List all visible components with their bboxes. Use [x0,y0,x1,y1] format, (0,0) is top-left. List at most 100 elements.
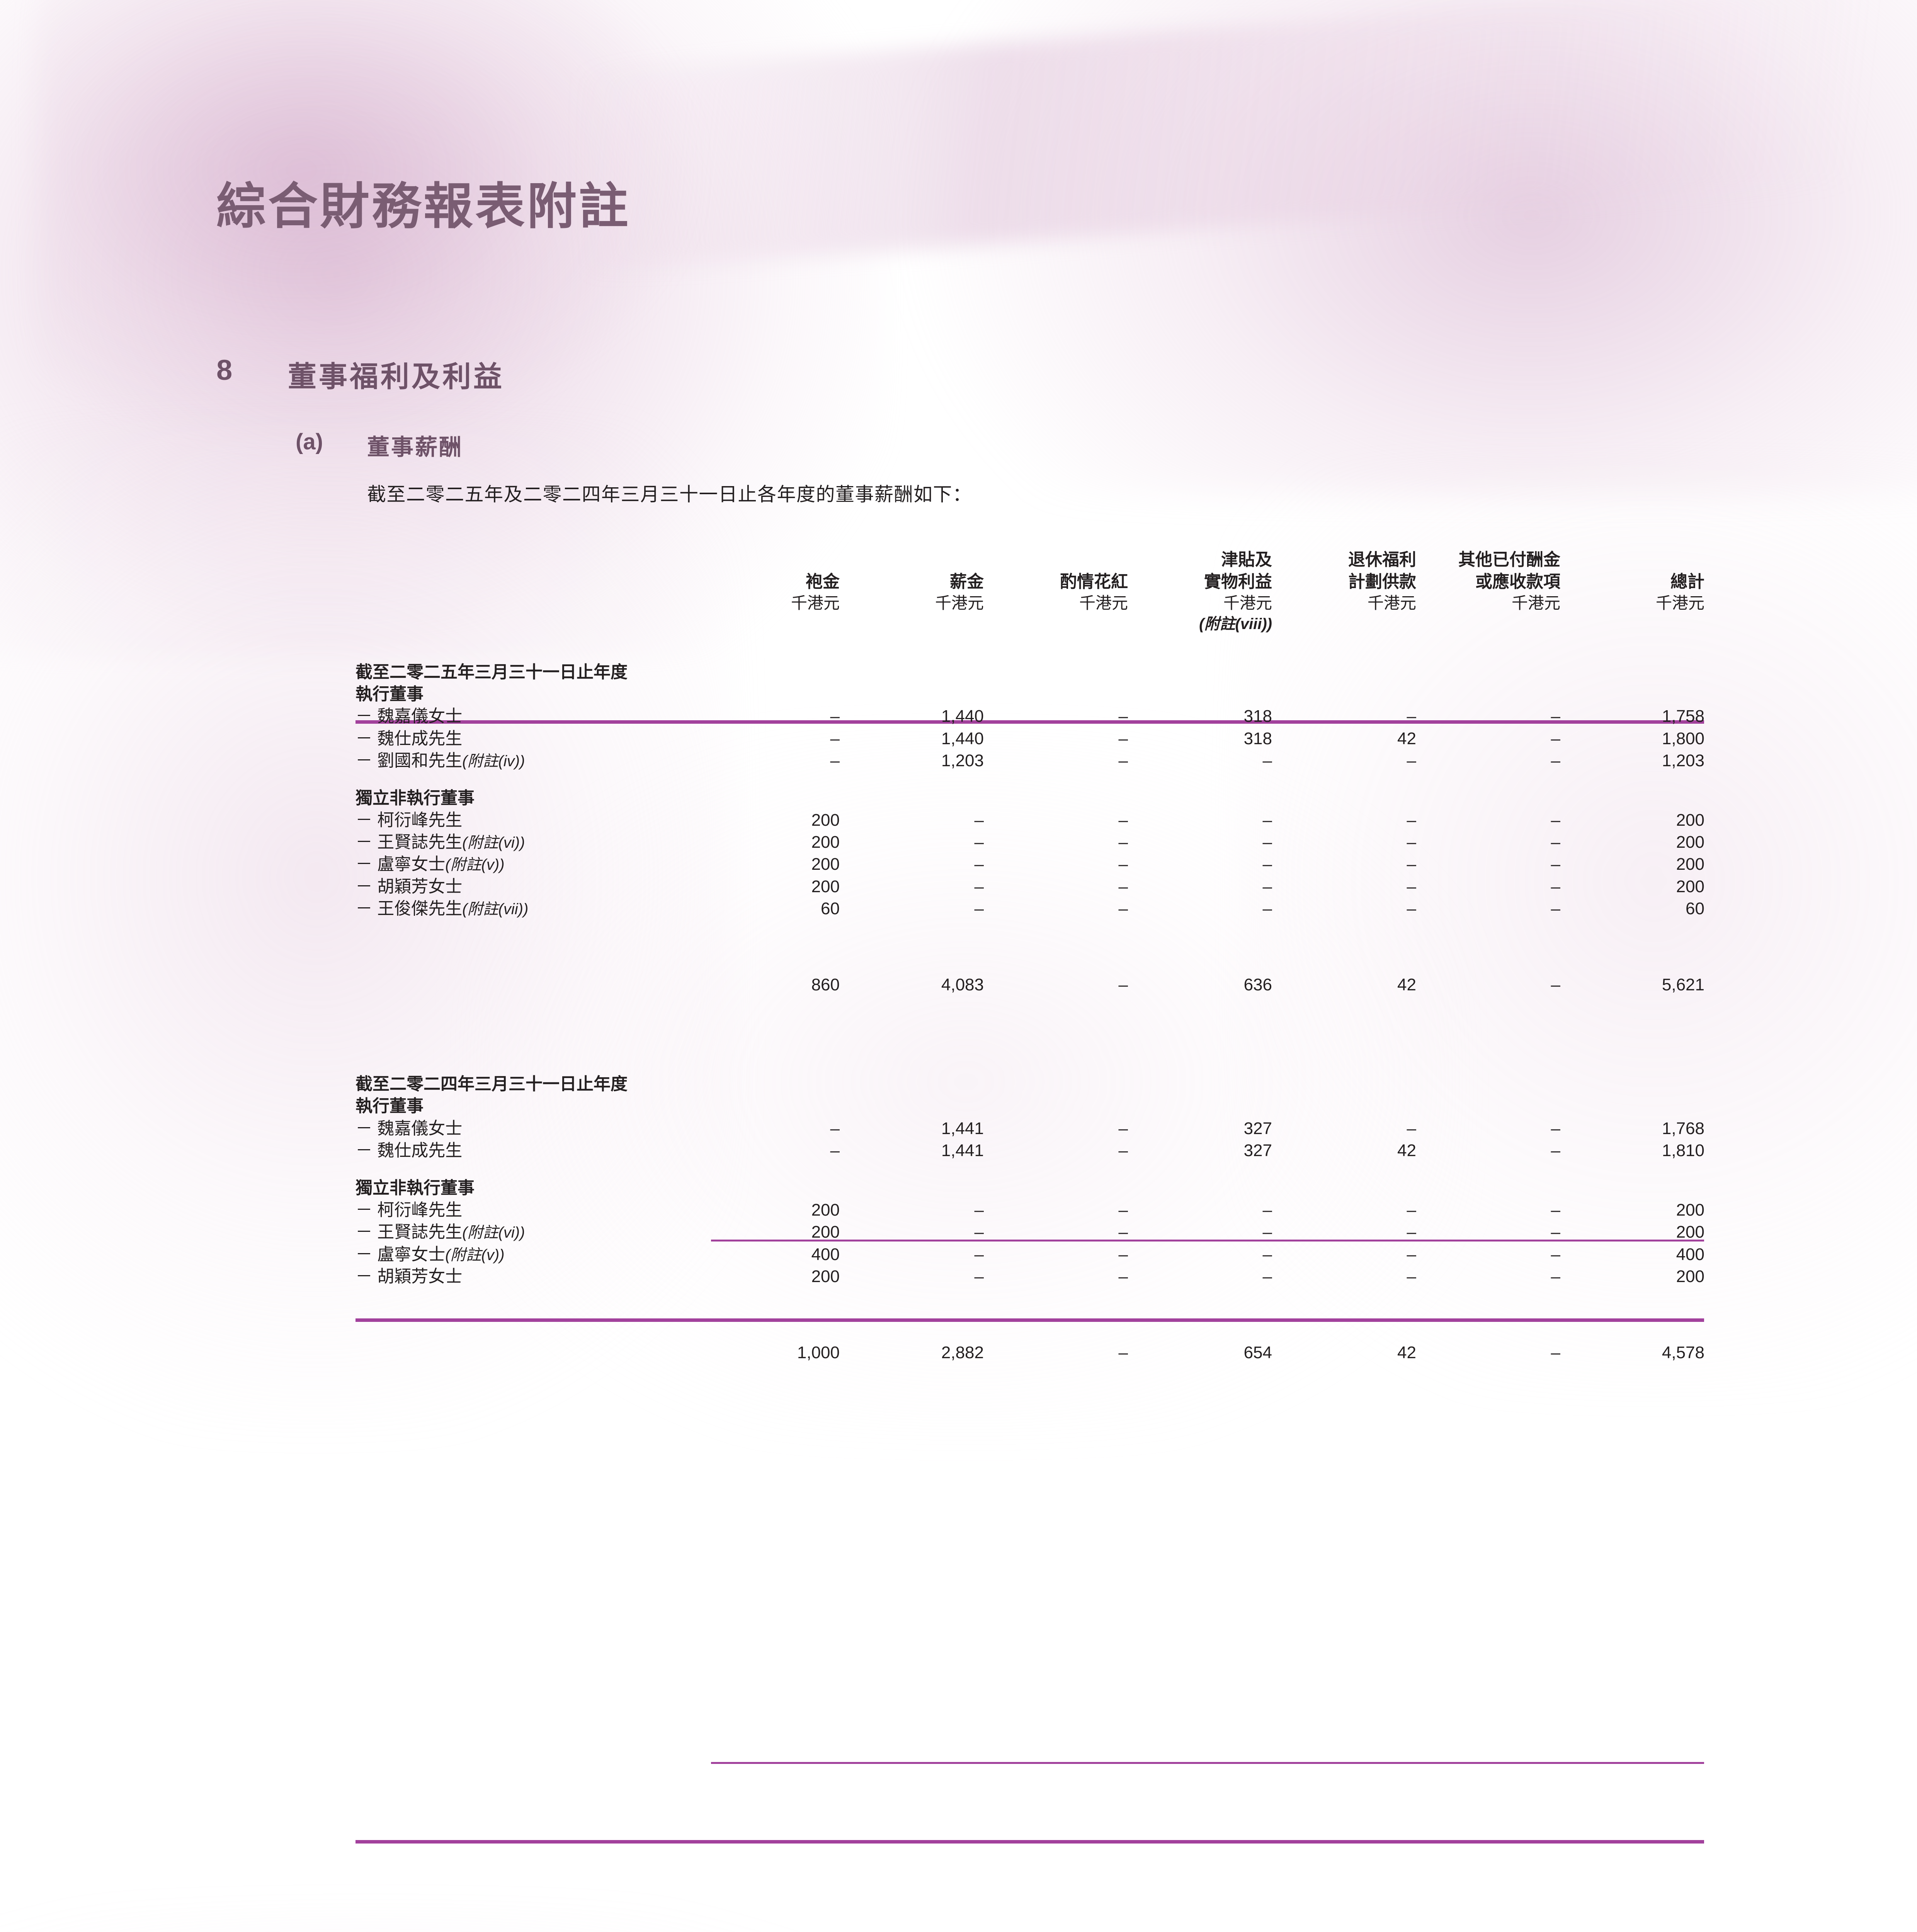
cell-salary: 1,440 [941,729,984,748]
cell-fees: 400 [811,1245,840,1264]
cell-allowance: 318 [1243,707,1272,726]
table-rule-subtotal-2025-top [711,1240,1704,1242]
cell-other: – [1551,1201,1560,1220]
unit-allowances-benefits: 千港元 [1223,594,1272,612]
cell-allowance: – [1262,899,1272,918]
total-total: 4,578 [1662,1343,1704,1362]
column-header-other-emoluments: 其他已付酬金 或應收款項 [1458,550,1560,592]
unit-retirement-contributions: 千港元 [1367,594,1416,612]
cell-allowance: – [1262,1223,1272,1242]
row-label: － 王賢誌先生(附註(vi)) [356,1223,525,1242]
page-title: 綜合財務報表附註 [216,179,631,234]
cell-bonus: – [1118,751,1128,770]
table-rule-header-bottom [356,720,1704,724]
cell-salary: – [974,833,984,852]
noteref-total [1560,614,1704,634]
row-spacer [356,772,1704,787]
table-row: － 柯衍峰先生 200 – – – – – 200 [356,1199,1704,1221]
cell-allowance: – [1262,833,1272,852]
row-blank [696,683,1704,705]
table-rule-total-2024-top [711,1762,1704,1764]
cell-other: – [1551,1245,1560,1264]
cell-retirement: – [1407,751,1416,770]
row-blank [696,661,1704,683]
row-spacer [356,634,1704,661]
cell-bonus: – [1118,833,1128,852]
unit-salary: 千港元 [935,594,984,612]
cell-total: 1,758 [1662,707,1704,726]
row-label: － 劉國和先生(附註(iv)) [356,751,525,770]
cell-allowance: – [1262,751,1272,770]
total-salary: 2,882 [941,1343,984,1362]
row-label: － 魏嘉儀女士 [356,1119,463,1138]
cell-total: 200 [1676,833,1704,852]
cell-allowance: – [1262,855,1272,874]
table-row: － 胡穎芳女士 200 – – – – – 200 [356,1265,1704,1287]
row-blank [696,787,1704,809]
cell-salary: – [974,1223,984,1242]
intro-paragraph: 截至二零二五年及二零二四年三月三十一日止各年度的董事薪酬如下： [367,484,972,505]
cell-other: – [1551,855,1560,874]
cell-other: – [1551,1267,1560,1286]
subsection-label: (a) [296,429,323,454]
cell-salary: 1,441 [941,1119,984,1138]
row-label: － 胡穎芳女士 [356,1267,463,1286]
table-row: － 盧寧女士(附註(v)) 200 – – – – – 200 [356,853,1704,875]
cell-bonus: – [1118,1119,1128,1138]
group-heading-row-2024-exec: 執行董事 [356,1095,1704,1117]
cell-other: – [1551,1223,1560,1242]
row-label: － 柯衍峰先生 [356,811,463,830]
section-heading-2025: 截至二零二五年三月三十一日止年度 [356,662,628,682]
cell-allowance: – [1262,1267,1272,1286]
cell-total: 200 [1676,1201,1704,1220]
cell-other: – [1551,707,1560,726]
row-blank [696,1177,1704,1199]
cell-retirement: – [1407,1245,1416,1264]
cell-bonus: – [1118,899,1128,918]
table-row: － 盧寧女士(附註(v)) 400 – – – – – 400 [356,1243,1704,1265]
row-blank [696,1073,1704,1095]
row-label: － 盧寧女士(附註(v)) [356,855,505,874]
cell-fees: – [830,729,840,748]
cell-fees: 200 [811,1201,840,1220]
column-header-retirement-contributions: 退休福利 計劃供款 [1348,550,1416,592]
cell-allowance: 327 [1243,1141,1272,1160]
unit-other-emoluments: 千港元 [1511,594,1560,612]
subtotal-fees: 860 [811,975,840,995]
cell-salary: – [974,899,984,918]
cell-bonus: – [1118,855,1128,874]
row-label: － 盧寧女士(附註(v)) [356,1245,505,1264]
cell-total: 200 [1676,811,1704,830]
cell-total: 60 [1686,899,1704,918]
noteref-blank [356,614,696,634]
noteref-allowances-benefits: (附註(viii)) [1199,615,1272,633]
group-heading-ined-2024: 獨立非執行董事 [356,1178,475,1197]
cell-other: – [1551,877,1560,896]
total-retirement: 42 [1397,1343,1416,1362]
cell-total: 200 [1676,855,1704,874]
cell-fees: – [830,751,840,770]
table-header-row: 袍金 薪金 酌情花紅 津貼及 實物利益 退休福利 [356,549,1704,593]
cell-retirement: – [1407,707,1416,726]
cell-fees: 200 [811,855,840,874]
cell-total: 1,203 [1662,751,1704,770]
group-heading-row-2024-ined: 獨立非執行董事 [356,1177,1704,1199]
table-noteref-row: (附註(viii)) [356,614,1704,634]
section-heading-2024: 截至二零二四年三月三十一日止年度 [356,1075,628,1094]
cell-other: – [1551,751,1560,770]
cell-bonus: – [1118,707,1128,726]
subtotal-retirement: 42 [1397,975,1416,995]
cell-total: 400 [1676,1245,1704,1264]
table-row: － 魏嘉儀女士 – 1,440 – 318 – – 1,758 [356,705,1704,727]
cell-fees: – [830,707,840,726]
row-label: － 王賢誌先生(附註(vi)) [356,833,525,852]
cell-retirement: – [1407,811,1416,830]
subtotal-label-2025 [356,974,696,996]
cell-fees: 200 [811,877,840,896]
cell-bonus: – [1118,877,1128,896]
table-row: － 魏嘉儀女士 – 1,441 – 327 – – 1,768 [356,1117,1704,1139]
cell-retirement: – [1407,877,1416,896]
cell-other: – [1551,833,1560,852]
table-row: － 魏仕成先生 – 1,441 – 327 42 – 1,810 [356,1139,1704,1162]
